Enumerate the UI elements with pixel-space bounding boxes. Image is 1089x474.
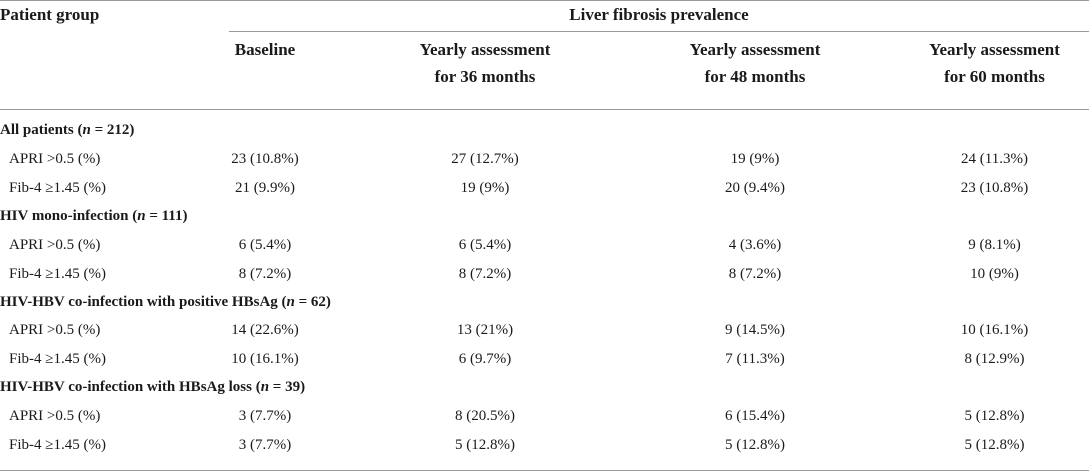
col-header-60-line2: for 60 months [944,67,1045,86]
cell-baseline: 10 (16.1%) [231,351,299,367]
group-title: HIV mono-infection (n = 111) [0,208,188,224]
cell-36-months: 8 (20.5%) [455,408,515,424]
cell-36-months: 5 (12.8%) [455,437,515,453]
patient-group-header: Patient group [0,5,100,24]
cell-48-months: 4 (3.6%) [728,237,782,253]
row-label: APRI >0.5 (%) [9,322,101,338]
row-label: Fib-4 ≥1.45 (%) [9,266,106,282]
cell-60-months: 24 (11.3%) [961,151,1028,167]
cell-36-months: 8 (7.2%) [458,266,512,282]
top-rule [0,0,1089,1]
cell-36-months: 6 (9.7%) [458,351,512,367]
cell-48-months: 8 (7.2%) [728,266,782,282]
spanner-rule [229,31,1089,32]
cell-60-months: 5 (12.8%) [964,408,1025,424]
cell-48-months: 7 (11.3%) [725,351,785,367]
cell-baseline: 6 (5.4%) [238,237,292,253]
cell-36-months: 19 (9%) [460,180,510,196]
cell-36-months: 6 (5.4%) [458,237,512,253]
cell-baseline: 8 (7.2%) [238,266,292,282]
cell-60-months: 10 (16.1%) [960,322,1029,338]
group-title: HIV-HBV co-infection with HBsAg loss (n … [0,379,306,395]
cell-baseline: 23 (10.8%) [231,151,299,167]
cell-36-months: 13 (21%) [456,322,514,338]
group-title: All patients (n = 212) [0,122,135,138]
group-title: HIV-HBV co-infection with positive HBsAg… [0,294,331,310]
row-label: APRI >0.5 (%) [9,408,101,424]
col-header-60-line1: Yearly assessment [929,40,1060,59]
cell-60-months: 23 (10.8%) [960,180,1029,196]
row-label: APRI >0.5 (%) [9,237,101,253]
col-header-36-line2: for 36 months [434,67,536,86]
cell-baseline: 21 (9.9%) [235,180,295,196]
col-header-48-line1: Yearly assessment [689,40,821,59]
row-label: Fib-4 ≥1.45 (%) [9,351,106,367]
col-header-36-line1: Yearly assessment [419,40,551,59]
cell-baseline: 14 (22.6%) [231,322,299,338]
cell-60-months: 8 (12.9%) [964,351,1025,367]
col-header-baseline: Baseline [234,40,296,59]
row-label: Fib-4 ≥1.45 (%) [9,180,106,196]
cell-48-months: 19 (9%) [730,151,780,167]
liver-fibrosis-header: Liver fibrosis prevalence [569,5,749,24]
cell-baseline: 3 (7.7%) [238,408,292,424]
cell-48-months: 20 (9.4%) [725,180,785,196]
cell-48-months: 5 (12.8%) [725,437,785,453]
cell-60-months: 5 (12.8%) [964,437,1025,453]
cell-baseline: 3 (7.7%) [238,437,292,453]
cell-48-months: 6 (15.4%) [725,408,785,424]
cell-60-months: 9 (8.1%) [968,237,1021,253]
header-bottom-rule [0,109,1089,110]
bottom-rule [0,470,1089,471]
row-label: APRI >0.5 (%) [9,151,101,167]
col-header-48-line2: for 48 months [704,67,806,86]
cell-48-months: 9 (14.5%) [725,322,785,338]
row-label: Fib-4 ≥1.45 (%) [9,437,106,453]
cell-36-months: 27 (12.7%) [451,151,519,167]
cell-60-months: 10 (9%) [970,266,1019,282]
